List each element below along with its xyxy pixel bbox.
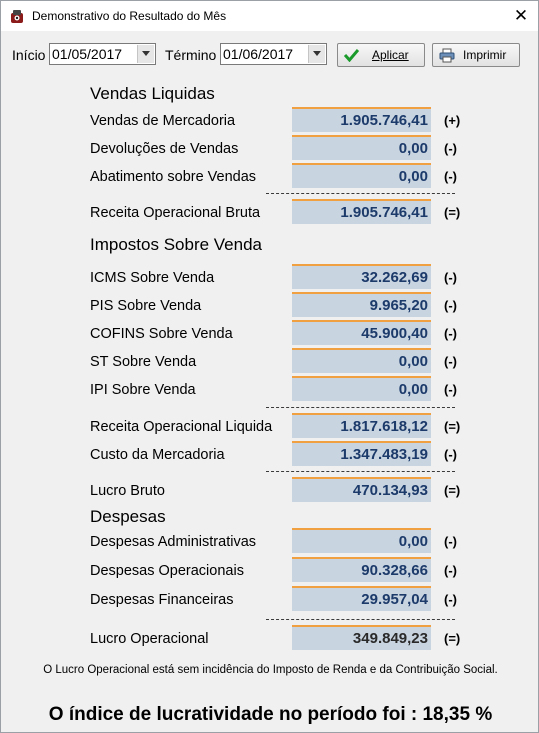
inicio-label: Início	[12, 47, 45, 63]
sign-vendas-mercadoria: (+)	[444, 113, 460, 128]
divider	[266, 407, 455, 408]
imprimir-label: Imprimir	[463, 48, 506, 62]
row-label-desp-fin: Despesas Financeiras	[90, 592, 233, 608]
chevron-down-icon	[142, 51, 150, 56]
termino-date-picker[interactable]: 01/06/2017	[220, 43, 327, 65]
aplicar-label: Aplicar	[372, 48, 409, 62]
row-label-pis: PIS Sobre Venda	[90, 298, 201, 314]
inicio-date-value: 01/05/2017	[52, 46, 122, 62]
inicio-dropdown-button[interactable]	[137, 45, 154, 63]
checkmark-icon	[344, 48, 359, 62]
row-label-receita-bruta: Receita Operacional Bruta	[90, 205, 260, 221]
sign-receita-bruta: (=)	[444, 205, 460, 220]
row-label-icms: ICMS Sobre Venda	[90, 270, 214, 286]
row-label-lucro-bruto: Lucro Bruto	[90, 483, 165, 499]
inicio-date-picker[interactable]: 01/05/2017	[49, 43, 156, 65]
value-abatimento: 0,00	[292, 163, 431, 188]
value-desp-fin: 29.957,04	[292, 586, 431, 611]
divider	[266, 471, 455, 472]
sign-icms: (-)	[444, 270, 457, 285]
value-text: 0,00	[399, 168, 428, 185]
section-impostos: Impostos Sobre Venda	[90, 235, 262, 255]
value-text: 349.849,23	[353, 630, 428, 647]
value-lucro-bruto: 470.134,93	[292, 477, 431, 502]
value-desp-admin: 0,00	[292, 528, 431, 553]
app-icon	[9, 8, 25, 24]
value-lucro-operacional: 349.849,23	[292, 625, 431, 650]
value-text: 0,00	[399, 353, 428, 370]
close-button[interactable]: ✕	[504, 1, 538, 31]
value-custo: 1.347.483,19	[292, 441, 431, 466]
value-text: 32.262,69	[361, 269, 428, 286]
sign-custo: (-)	[444, 447, 457, 462]
row-label-receita-liquida: Receita Operacional Liquida	[90, 419, 272, 435]
value-text: 1.905.746,41	[340, 112, 428, 129]
sign-st: (-)	[444, 354, 457, 369]
window-title: Demonstrativo do Resultado do Mês	[32, 9, 226, 23]
row-label-desp-admin: Despesas Administrativas	[90, 534, 256, 550]
footer-note: O Lucro Operacional está sem incidência …	[1, 664, 539, 676]
row-label-abatimento: Abatimento sobre Vendas	[90, 169, 256, 185]
sign-desp-oper: (-)	[444, 563, 457, 578]
row-label-lucro-operacional: Lucro Operacional	[90, 631, 209, 647]
row-label-st: ST Sobre Venda	[90, 354, 196, 370]
imprimir-button[interactable]: Imprimir	[432, 43, 520, 67]
chevron-down-icon	[313, 51, 321, 56]
row-label-devolucoes: Devoluções de Vendas	[90, 141, 238, 157]
row-label-custo: Custo da Mercadoria	[90, 447, 225, 463]
value-icms: 32.262,69	[292, 264, 431, 289]
value-devolucoes: 0,00	[292, 135, 431, 160]
value-text: 9.965,20	[370, 297, 428, 314]
sign-abatimento: (-)	[444, 169, 457, 184]
value-text: 29.957,04	[361, 591, 428, 608]
row-label-desp-oper: Despesas Operacionais	[90, 563, 244, 579]
row-label-cofins: COFINS Sobre Venda	[90, 326, 233, 342]
divider	[266, 619, 455, 620]
row-label-vendas-mercadoria: Vendas de Mercadoria	[90, 113, 235, 129]
value-text: 1.347.483,19	[340, 446, 428, 463]
value-receita-bruta: 1.905.746,41	[292, 199, 431, 224]
sign-lucro-bruto: (=)	[444, 483, 460, 498]
value-receita-liquida: 1.817.618,12	[292, 413, 431, 438]
section-vendas-liquidas: Vendas Liquidas	[90, 84, 215, 104]
sign-receita-liquida: (=)	[444, 419, 460, 434]
printer-icon	[439, 48, 455, 63]
value-ipi: 0,00	[292, 376, 431, 401]
termino-label: Término	[165, 47, 216, 63]
value-text: 90.328,66	[361, 562, 428, 579]
profitability-index: O índice de lucratividade no período foi…	[1, 704, 539, 726]
sign-desp-fin: (-)	[444, 592, 457, 607]
sign-cofins: (-)	[444, 326, 457, 341]
sign-lucro-operacional: (=)	[444, 631, 460, 646]
sign-devolucoes: (-)	[444, 141, 457, 156]
divider	[266, 193, 455, 194]
section-despesas: Despesas	[90, 507, 166, 527]
value-text: 45.900,40	[361, 325, 428, 342]
value-desp-oper: 90.328,66	[292, 557, 431, 582]
title-bar: Demonstrativo do Resultado do Mês ✕	[1, 1, 538, 31]
value-text: 0,00	[399, 533, 428, 550]
value-vendas-mercadoria: 1.905.746,41	[292, 107, 431, 132]
value-pis: 9.965,20	[292, 292, 431, 317]
sign-ipi: (-)	[444, 382, 457, 397]
termino-dropdown-button[interactable]	[308, 45, 325, 63]
value-st: 0,00	[292, 348, 431, 373]
value-text: 1.817.618,12	[340, 418, 428, 435]
row-label-ipi: IPI Sobre Venda	[90, 382, 196, 398]
value-text: 470.134,93	[353, 482, 428, 499]
sign-pis: (-)	[444, 298, 457, 313]
value-cofins: 45.900,40	[292, 320, 431, 345]
termino-date-value: 01/06/2017	[223, 46, 293, 62]
aplicar-button[interactable]: Aplicar	[337, 43, 425, 67]
sign-desp-admin: (-)	[444, 534, 457, 549]
value-text: 0,00	[399, 140, 428, 157]
value-text: 0,00	[399, 381, 428, 398]
value-text: 1.905.746,41	[340, 204, 428, 221]
